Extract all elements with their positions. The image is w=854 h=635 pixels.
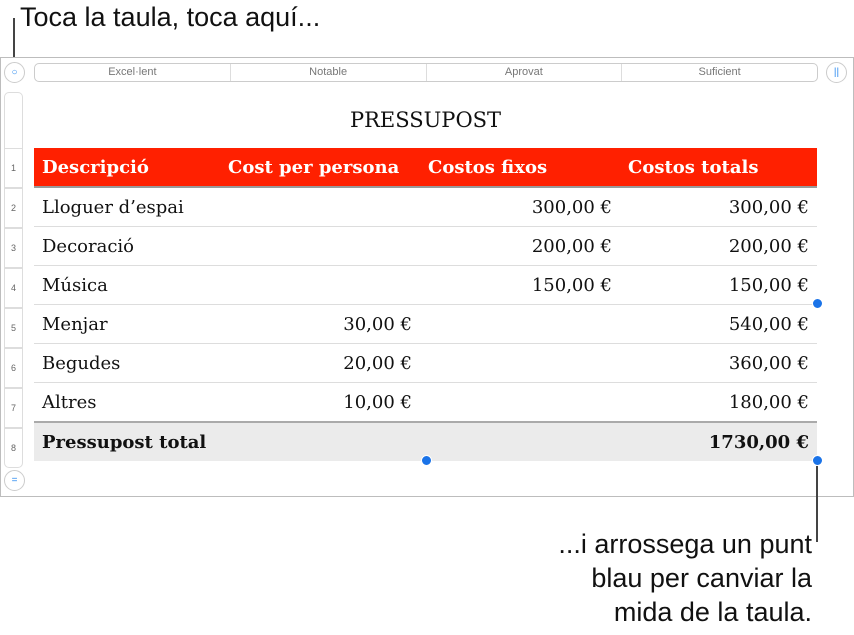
row-header-title [4, 92, 23, 149]
column-header[interactable]: Notable [229, 64, 426, 81]
cell[interactable]: 300,00 € [620, 187, 817, 227]
table-row: Altres 10,00 € 180,00 € [34, 382, 817, 423]
add-column-button[interactable]: || [826, 62, 847, 83]
resize-handle-bottom[interactable] [421, 455, 432, 466]
cell[interactable]: 300,00 € [420, 187, 620, 227]
table-row: Decoració 200,00 €200,00 € [34, 226, 817, 266]
header-cell[interactable]: Costos fixos [420, 148, 620, 188]
add-row-button[interactable]: = [4, 470, 25, 491]
row-number[interactable]: 6 [4, 348, 23, 388]
cell[interactable]: 150,00 € [620, 265, 817, 305]
row-number[interactable]: 4 [4, 268, 23, 308]
header-cell[interactable]: Costos totals [620, 148, 817, 188]
cell[interactable] [220, 421, 420, 461]
callout-line [816, 466, 818, 542]
header-cell[interactable]: Cost per persona [220, 148, 420, 188]
total-row: Pressupost total 1730,00 € [34, 421, 817, 461]
table-title[interactable]: PRESSUPOST [349, 108, 502, 132]
table-row: Begudes 20,00 € 360,00 € [34, 343, 817, 383]
select-table-button[interactable]: ○ [4, 62, 25, 83]
callout-line [13, 18, 15, 58]
callout-bottom: ...i arrossega un punt blau per canviar … [558, 527, 812, 629]
cell[interactable]: Altres [34, 382, 220, 423]
callout-line-text: blau per canviar la [591, 563, 812, 593]
callout-line-text: ...i arrossega un punt [558, 529, 812, 559]
cell[interactable]: Música [34, 265, 220, 305]
resize-handle-corner[interactable] [812, 455, 823, 466]
cell[interactable]: 200,00 € [620, 226, 817, 266]
header-cell[interactable]: Descripció [34, 148, 220, 188]
cell[interactable]: 10,00 € [220, 382, 420, 423]
cell[interactable]: 1730,00 € [620, 421, 817, 461]
cell[interactable]: 30,00 € [220, 304, 420, 344]
resize-handle-right[interactable] [812, 298, 823, 309]
cell[interactable]: Pressupost total [34, 421, 220, 461]
cell[interactable]: 150,00 € [420, 265, 620, 305]
column-header[interactable]: Aprovat [425, 64, 622, 81]
cell[interactable] [420, 382, 620, 423]
table-row: Menjar 30,00 € 540,00 € [34, 304, 817, 344]
row-number[interactable]: 1 [4, 148, 23, 188]
cell[interactable]: 200,00 € [420, 226, 620, 266]
cell[interactable] [220, 226, 420, 266]
header-row: Descripció Cost per persona Costos fixos… [34, 148, 817, 188]
row-number[interactable]: 5 [4, 308, 23, 348]
cell[interactable] [420, 343, 620, 383]
cell[interactable]: Menjar [34, 304, 220, 344]
cell[interactable] [420, 421, 620, 461]
column-header[interactable]: Excel·lent [108, 66, 157, 78]
row-number[interactable]: 2 [4, 188, 23, 228]
callout-line-text: mida de la taula. [613, 597, 812, 627]
budget-table: Descripció Cost per persona Costos fixos… [34, 148, 817, 461]
cell[interactable] [220, 187, 420, 227]
cell[interactable]: Decoració [34, 226, 220, 266]
table-row: Lloguer d’espai 300,00 €300,00 € [34, 187, 817, 227]
row-headers: 1 2 3 4 5 6 7 8 [4, 148, 23, 468]
table-row: Música 150,00 €150,00 € [34, 265, 817, 305]
column-header[interactable]: Suficient [621, 64, 817, 81]
row-number[interactable]: 3 [4, 228, 23, 268]
cell[interactable] [220, 265, 420, 305]
cell[interactable]: Begudes [34, 343, 220, 383]
callout-top: Toca la taula, toca aquí... [20, 2, 321, 32]
row-number[interactable]: 7 [4, 388, 23, 428]
cell[interactable]: Lloguer d’espai [34, 187, 220, 227]
cell[interactable]: 540,00 € [620, 304, 817, 344]
cell[interactable]: 180,00 € [620, 382, 817, 423]
cell[interactable]: 20,00 € [220, 343, 420, 383]
column-header-bar: Excel·lent Notable Aprovat Suficient [34, 63, 818, 82]
cell[interactable] [420, 304, 620, 344]
row-number[interactable]: 8 [4, 428, 23, 468]
cell[interactable]: 360,00 € [620, 343, 817, 383]
